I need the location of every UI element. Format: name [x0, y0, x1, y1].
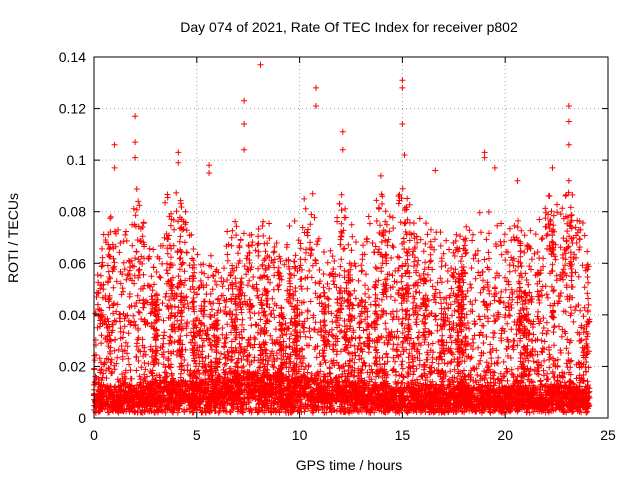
x-tick-label: 10 [292, 427, 308, 443]
x-tick-label: 5 [193, 427, 201, 443]
y-tick-label: 0.04 [59, 307, 86, 323]
data-points [91, 61, 593, 416]
y-tick-label: 0.06 [59, 255, 86, 271]
plot-border [93, 56, 609, 419]
y-tick-label: 0.1 [67, 152, 87, 168]
axis-ticks: 0 0.02 0.04 0.06 0.08 0.1 0.12 0.14 0 5 10 15 20 25 [59, 49, 616, 443]
y-axis-label: ROTI / TECUs [5, 193, 21, 283]
roti-point-markers [91, 61, 593, 416]
y-tick-label: 0.12 [59, 101, 86, 117]
y-tick-label: 0.02 [59, 358, 86, 374]
x-axis-label: GPS time / hours [296, 457, 403, 473]
x-tick-label: 0 [90, 427, 98, 443]
y-tick-label: 0.08 [59, 204, 86, 220]
x-tick-label: 25 [600, 427, 616, 443]
chart-title: Day 074 of 2021, Rate Of TEC Index for r… [180, 19, 518, 35]
x-tick-label: 15 [395, 427, 411, 443]
x-tick-label: 20 [497, 427, 513, 443]
plot-frame [93, 56, 609, 419]
y-tick-label: 0 [78, 410, 86, 426]
y-tick-label: 0.14 [59, 49, 86, 65]
